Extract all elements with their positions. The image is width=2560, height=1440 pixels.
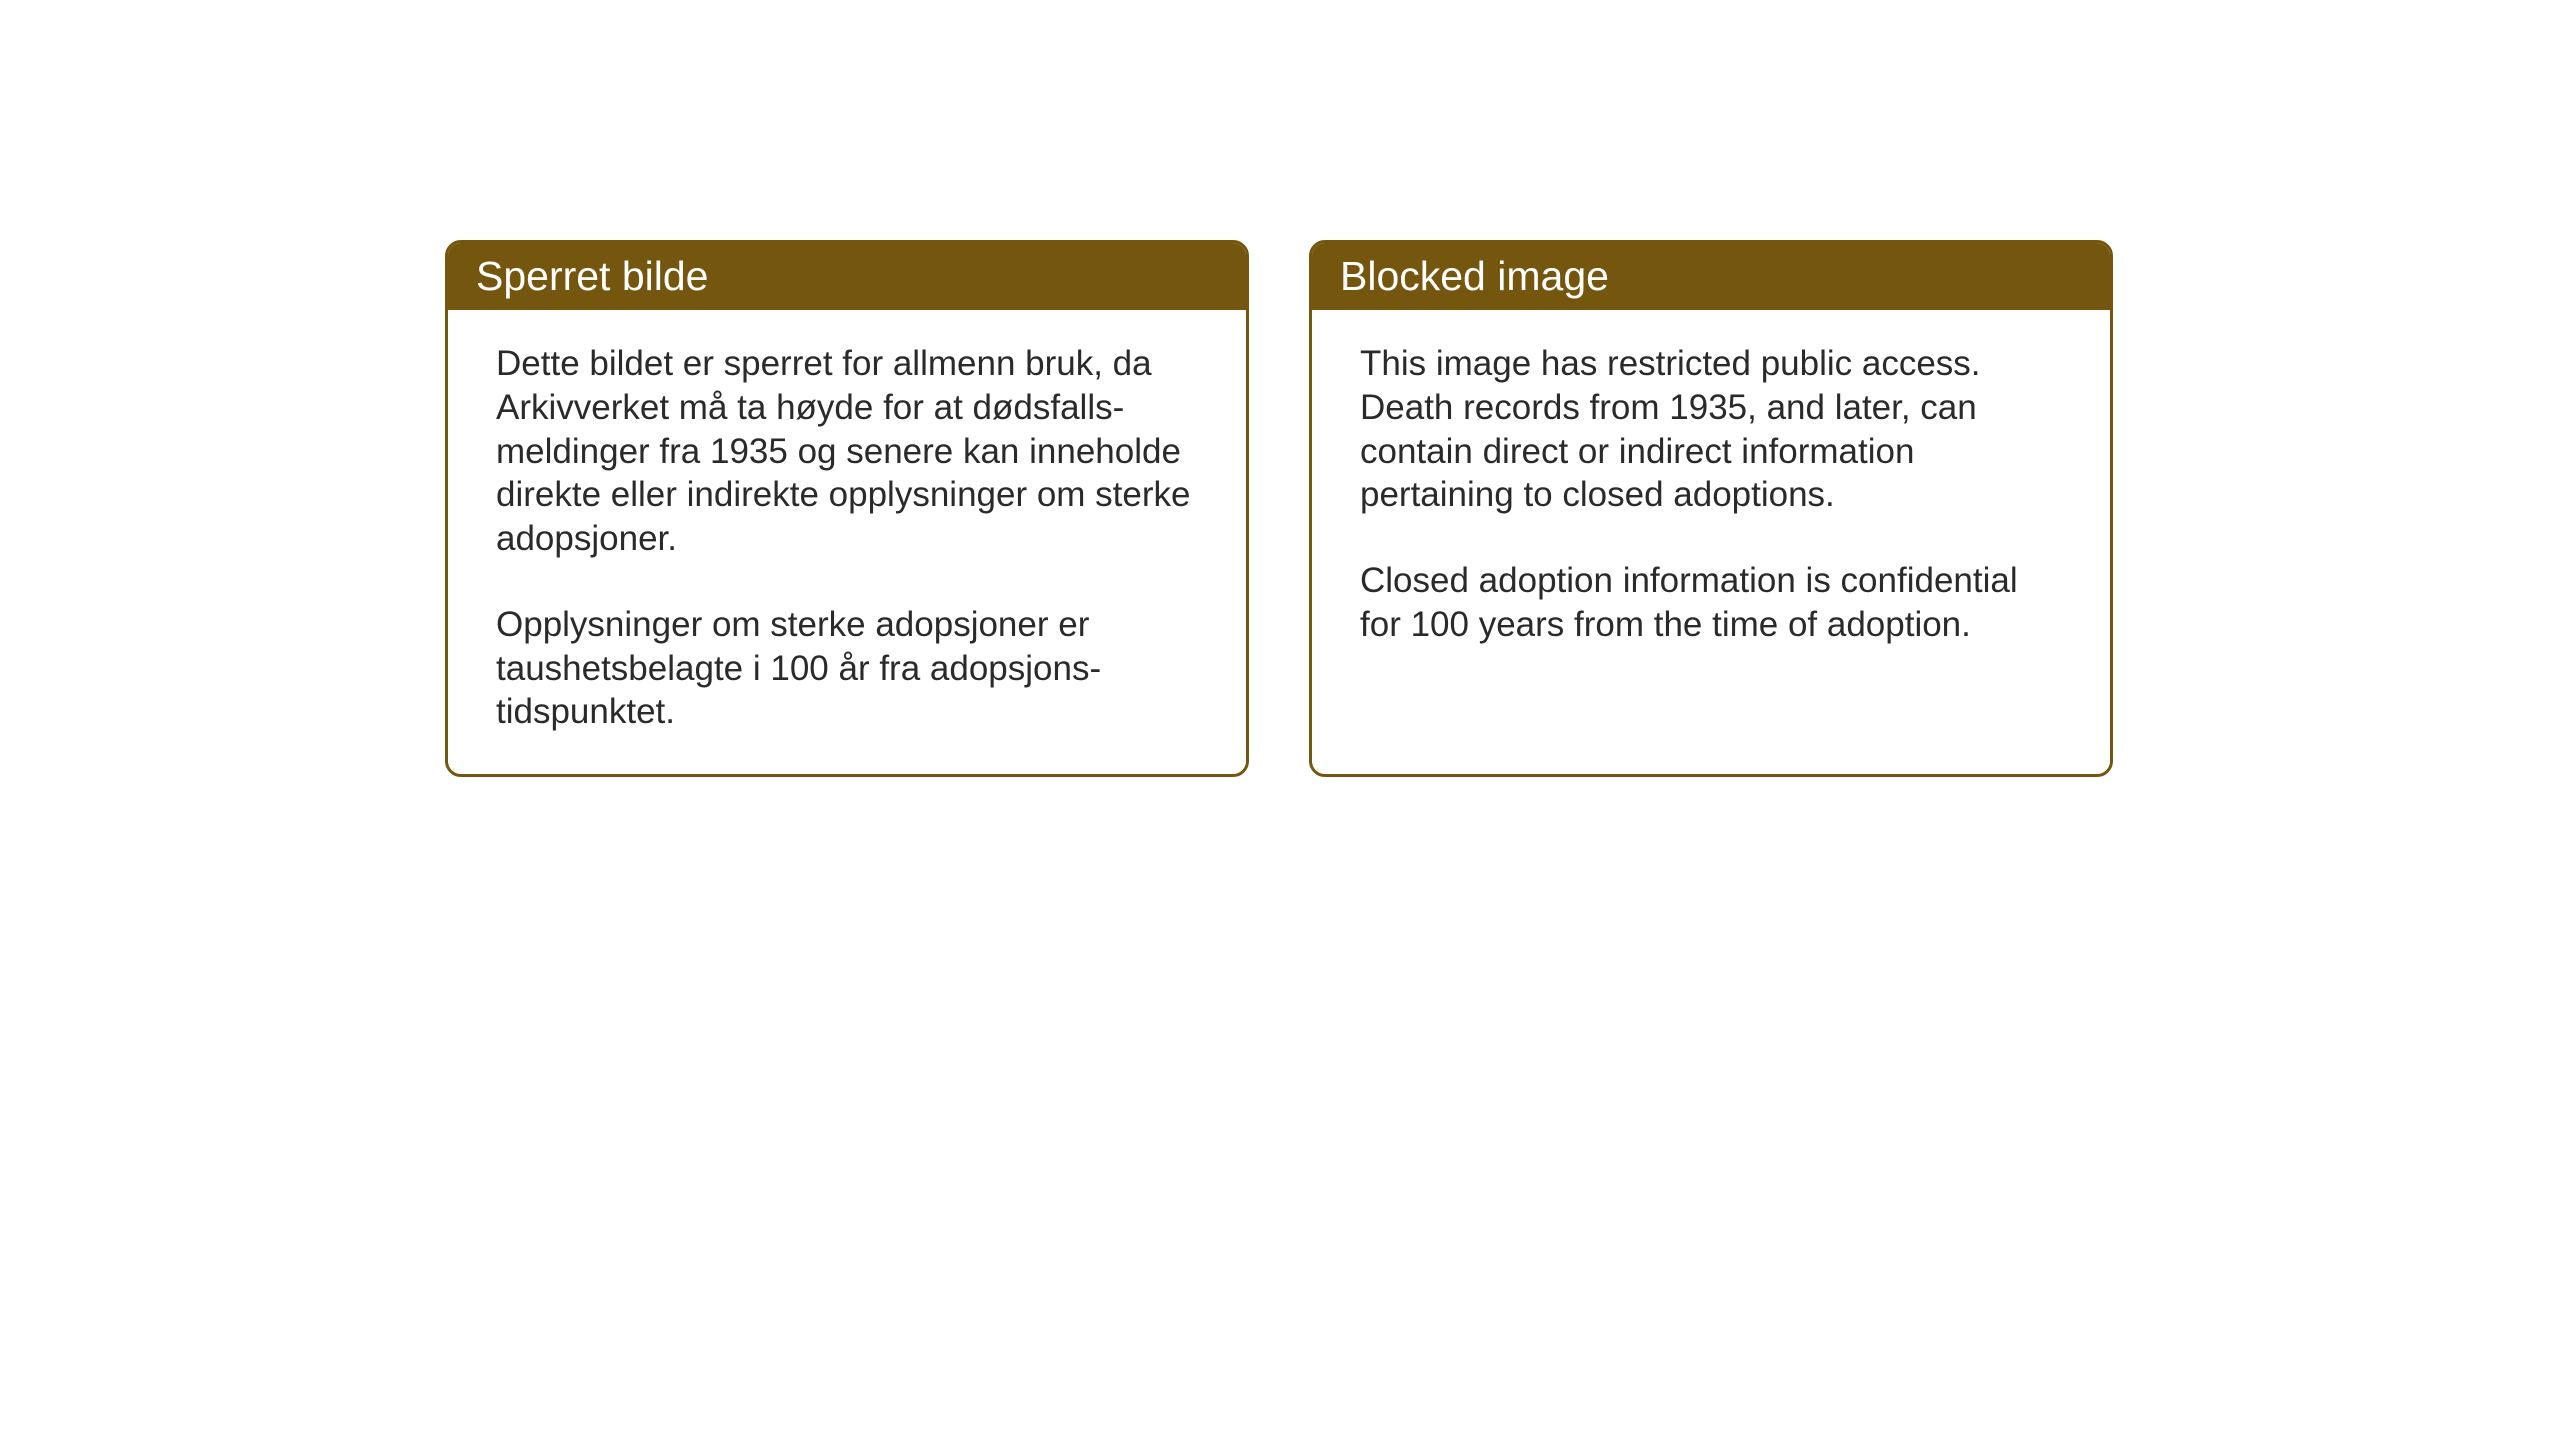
card-body-english: This image has restricted public access.…	[1312, 310, 2110, 742]
card-title-norwegian: Sperret bilde	[448, 243, 1246, 310]
card-paragraph-english-1: This image has restricted public access.…	[1360, 342, 2062, 517]
card-body-norwegian: Dette bildet er sperret for allmenn bruk…	[448, 310, 1246, 774]
card-title-english: Blocked image	[1312, 243, 2110, 310]
card-paragraph-norwegian-2: Opplysninger om sterke adopsjoner er tau…	[496, 603, 1198, 734]
notice-card-english: Blocked image This image has restricted …	[1309, 240, 2113, 777]
card-paragraph-norwegian-1: Dette bildet er sperret for allmenn bruk…	[496, 342, 1198, 561]
card-paragraph-english-2: Closed adoption information is confident…	[1360, 559, 2062, 647]
notice-cards-container: Sperret bilde Dette bildet er sperret fo…	[445, 240, 2113, 777]
notice-card-norwegian: Sperret bilde Dette bildet er sperret fo…	[445, 240, 1249, 777]
